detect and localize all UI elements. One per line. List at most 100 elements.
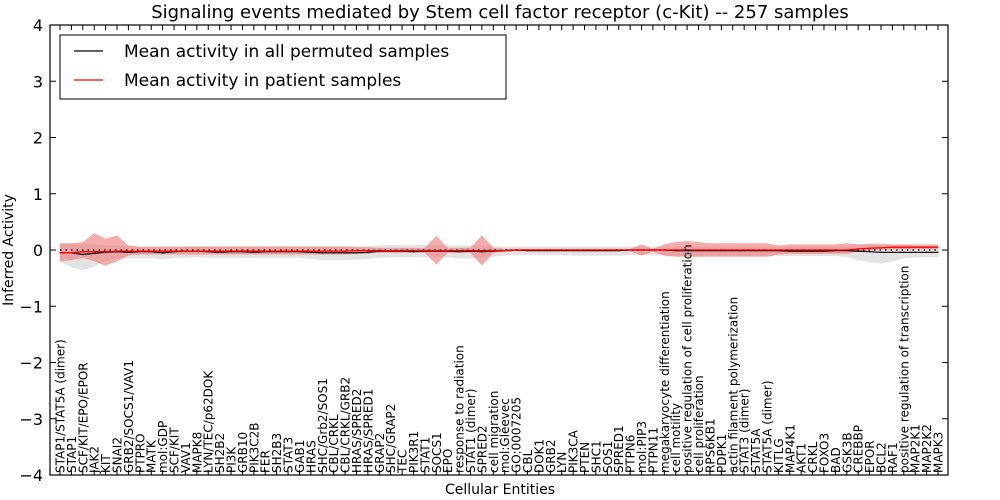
patient-point [310,250,312,252]
x-tick-label: SOCS1 [430,432,444,473]
patient-point [298,250,301,252]
patient-point [743,249,745,251]
patient-point [321,250,323,252]
patient-point [754,249,757,251]
x-tick-label: PTPN6 [624,435,638,473]
x-tick-label: GSK3B [840,432,854,473]
x-tick-label: SPRED2 [475,425,489,473]
patient-point [333,250,335,252]
y-tick-label: 2 [33,129,43,148]
x-tick-label: STAT1 (dimer) [464,389,478,473]
patient-point [925,246,928,248]
patient-point [697,249,700,251]
y-tick-label: −2 [19,354,43,373]
permuted-point [811,250,814,252]
patient-point [504,249,506,252]
chart-title: Signaling events mediated by Stem cell f… [151,2,849,23]
x-tick-label: megakaryocyte differentiation [658,291,672,473]
patient-point [219,250,221,252]
patient-point [492,249,494,252]
patient-point [868,247,871,249]
x-tick-label: RPS6KB1 [703,418,717,473]
x-tick-label: GRB10 [236,432,250,473]
patient-point [903,246,905,248]
x-tick-label: STAT3 (dimer) [738,389,752,473]
legend: Mean activity in all permuted samples Me… [59,34,507,100]
permuted-point [367,251,369,253]
x-tick-label: actin filament polymerization [726,297,740,473]
x-tick-label: MAP2K2 [920,424,934,473]
patient-point [344,250,346,252]
patient-point [401,249,403,252]
permuted-point [219,251,221,253]
patient-point [846,249,848,251]
patient-point [241,250,244,252]
patient-point [127,250,130,252]
patient-point [116,250,118,252]
permuted-point [857,250,859,252]
permuted-point [481,251,483,253]
x-tick-label: HRAS [304,440,318,473]
x-tick-label: JAK2 [88,446,102,474]
patient-point [276,250,278,252]
permuted-point [823,250,825,252]
legend-box [59,34,507,100]
x-tick-label: LYN [555,452,569,473]
patient-point [732,249,734,251]
y-tick-label: −4 [19,466,43,485]
x-tick-label: PDPK1 [715,434,729,473]
patient-point [937,246,939,248]
patient-point [82,251,84,253]
x-tick-label: SHC/Grb2/SOS1 [316,378,330,473]
permuted-point [162,252,164,254]
patient-point [515,249,517,251]
x-tick-label: SHC/GRAP2 [384,404,398,473]
patient-point [469,249,472,252]
permuted-point [925,251,928,253]
patient-point [834,249,836,251]
patient-point [720,249,722,251]
x-tick-label: mol:PIP3 [635,421,649,473]
x-tick-label: STAT3 [282,437,296,473]
x-tick-label: BAD [829,447,843,473]
x-tick-label: cell motility [669,403,683,473]
x-tick-label: GRAP2 [373,433,387,473]
patient-point [105,251,107,253]
patient-point [629,249,631,251]
legend-label-permuted: Mean activity in all permuted samples [124,42,449,62]
patient-point [196,250,198,252]
x-tick-label: CBL/CRKL/GRB2 [339,377,353,473]
patient-point [572,249,574,251]
patient-point [162,250,164,252]
x-tick-label: SOS1 [601,441,615,473]
patient-point [253,250,255,252]
permuted-point [800,250,802,252]
y-tick-label: −3 [19,410,43,429]
x-tick-label: MAPK8 [190,432,204,473]
patient-mean-line [60,246,938,254]
permuted-point [914,251,916,253]
patient-point [857,248,859,250]
patient-point [823,249,825,251]
x-tick-label: MAPK3 [932,432,946,473]
patient-point [686,249,688,251]
x-tick-label: EPOR [863,440,877,473]
patient-point [230,250,232,252]
x-tick-label: SPRED1 [612,425,626,473]
permuted-point [458,251,460,253]
patient-point [595,249,597,251]
patient-point [390,249,392,252]
permuted-point [412,251,415,253]
x-tick-label: SNAI2 [111,437,125,473]
patient-point [173,250,175,252]
patient-point [789,249,791,251]
x-tick-label: mol:Gleevec [498,398,512,473]
patient-point [526,249,529,251]
y-tick-label: 3 [33,72,43,91]
x-tick-label: MAP4K1 [783,424,797,473]
x-tick-label: CRKL [806,441,820,473]
x-tick-label: CBL/CRKL [327,414,341,473]
x-tick-label: STAT5A [749,428,763,473]
x-tick-label: RAF1 [886,442,900,473]
